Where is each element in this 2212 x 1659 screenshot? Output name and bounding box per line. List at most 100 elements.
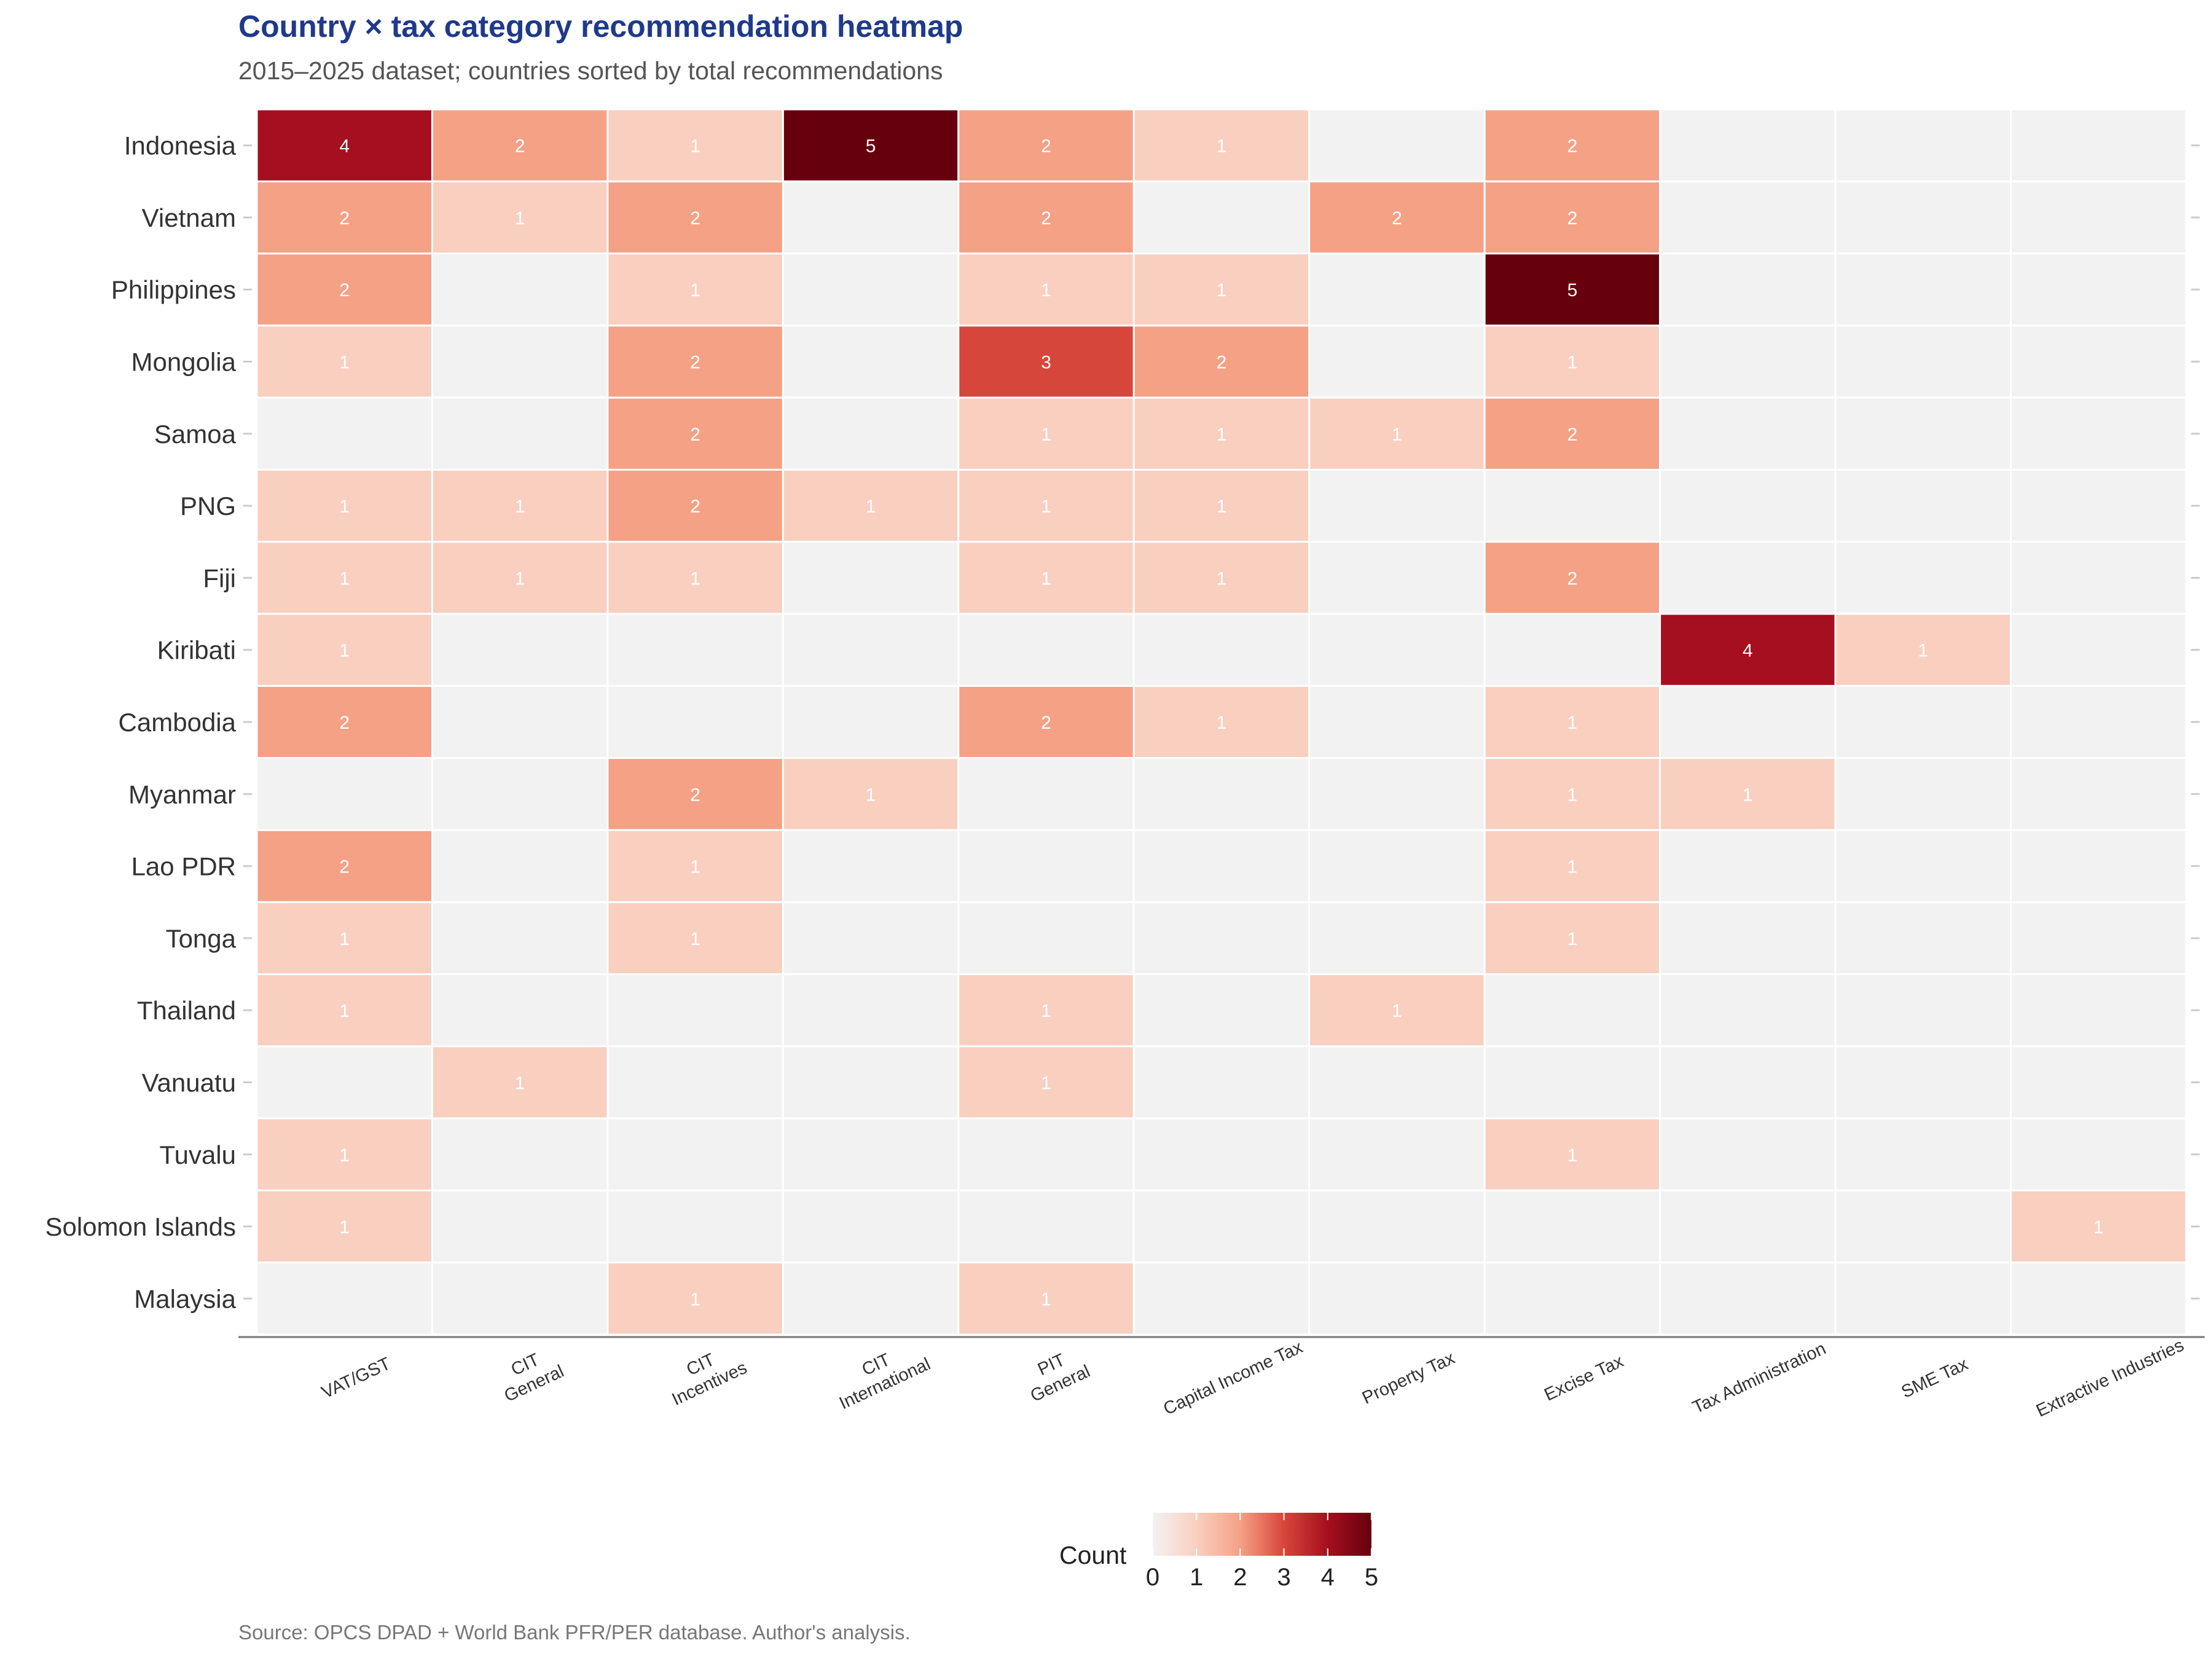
heatmap-cell — [782, 180, 960, 255]
cell-value-label: 1 — [690, 280, 700, 300]
heatmap-cell — [957, 1189, 1135, 1264]
legend-colorbar — [1153, 1513, 1371, 1556]
heatmap-cell — [2010, 829, 2187, 903]
cell-value-label: 1 — [339, 568, 350, 589]
cell-value-label: 1 — [2093, 1217, 2104, 1237]
heatmap-cell — [1659, 613, 1837, 687]
heatmap-cell — [1834, 396, 2012, 471]
heatmap-cell — [1308, 613, 1486, 687]
heatmap-cell — [431, 901, 609, 976]
heatmap-cell — [957, 613, 1135, 687]
heatmap-cell — [1834, 468, 2012, 543]
heatmap-cell — [782, 324, 960, 399]
heatmap-cell — [431, 180, 609, 255]
cell-value-label: 1 — [1743, 785, 1753, 805]
row-label: Samoa — [154, 420, 237, 449]
heatmap-cell — [1132, 613, 1311, 687]
legend-tick-label: 2 — [1233, 1564, 1247, 1591]
heatmap-cell — [2010, 253, 2187, 327]
heatmap-cell — [1308, 180, 1486, 255]
cell-value-label: 1 — [1217, 425, 1227, 445]
heatmap-cell — [256, 901, 433, 976]
column-label: Excise Tax — [1541, 1351, 1626, 1405]
heatmap-cell — [256, 468, 433, 543]
cell-value-label: 1 — [515, 208, 525, 229]
heatmap-cell — [957, 684, 1135, 759]
heatmap-cell — [431, 396, 609, 471]
cell-value-label: 1 — [1567, 713, 1578, 733]
cell-value-label: 2 — [690, 353, 700, 373]
row-label: Solomon Islands — [45, 1212, 236, 1241]
heatmap-cell — [1483, 180, 1661, 255]
color-legend: 0 1 2 3 4 5 — [1146, 1513, 1378, 1591]
heatmap-cell — [256, 757, 433, 831]
heatmap-cell — [256, 541, 433, 615]
cell-value-label: 2 — [1567, 136, 1578, 157]
cell-value-label: 2 — [1217, 353, 1227, 373]
cell-value-label: 2 — [1041, 713, 1051, 733]
heatmap-cell — [1308, 324, 1486, 399]
heatmap-cell — [1659, 757, 1837, 831]
heatmap-cell — [1659, 324, 1837, 399]
cell-value-label: 2 — [339, 208, 350, 229]
heatmap-cell — [1132, 108, 1311, 182]
heatmap-cell — [606, 1189, 784, 1264]
heatmap-cell — [1659, 1261, 1837, 1336]
row-label: Kiribati — [157, 636, 236, 665]
row-label: Lao PDR — [131, 852, 236, 881]
heatmap-cell — [1834, 1189, 2012, 1264]
cell-value-label: 1 — [339, 353, 350, 373]
heatmap-cell — [1659, 829, 1837, 903]
heatmap-cell — [1308, 757, 1486, 831]
legend-tick-label: 3 — [1277, 1564, 1290, 1591]
heatmap-cell — [1834, 829, 2012, 903]
heatmap-cell — [2010, 973, 2187, 1048]
heatmap-cell — [606, 684, 784, 759]
chart-source: Source: OPCS DPAD + World Bank PFR/PER d… — [238, 1621, 911, 1644]
cell-value-label: 2 — [690, 785, 700, 805]
cell-value-label: 1 — [1567, 1145, 1578, 1166]
heatmap-cell — [1834, 541, 2012, 615]
heatmap-cell — [1834, 1117, 2012, 1191]
row-label: Vietnam — [142, 203, 236, 232]
cell-value-label: 1 — [690, 857, 700, 877]
column-label: VAT/GST — [319, 1354, 394, 1403]
heatmap-cell — [606, 253, 784, 327]
heatmap-cell — [957, 1045, 1135, 1120]
heatmap-cell — [1659, 1045, 1837, 1120]
heatmap-cell — [2010, 180, 2187, 255]
cell-value-label: 1 — [339, 496, 350, 517]
heatmap-cell — [431, 1045, 609, 1120]
heatmap-cell — [782, 973, 960, 1048]
heatmap-cell — [782, 613, 960, 687]
heatmap-cell — [1659, 684, 1837, 759]
heatmap-cell — [1659, 468, 1837, 543]
legend-tick-label: 1 — [1190, 1564, 1203, 1591]
heatmap-cell — [1834, 253, 2012, 327]
heatmap-cell — [256, 396, 433, 471]
heatmap-cell — [1483, 613, 1661, 687]
cell-value-label: 1 — [1041, 1073, 1051, 1093]
heatmap-cell — [1659, 108, 1837, 182]
cell-value-label: 2 — [1567, 425, 1578, 445]
cell-value-label: 1 — [1217, 136, 1227, 157]
row-label: Tuvalu — [159, 1140, 236, 1169]
heatmap-cell — [431, 684, 609, 759]
heatmap-cell — [957, 324, 1135, 399]
heatmap-cell — [431, 1189, 609, 1264]
heatmap-cell — [1834, 757, 2012, 831]
heatmap-cell — [782, 396, 960, 471]
heatmap-cell — [1483, 1261, 1661, 1336]
heatmap-cell — [1659, 1189, 1837, 1264]
heatmap-cell — [2010, 396, 2187, 471]
heatmap-cell — [1132, 901, 1311, 976]
heatmap-cell — [1659, 901, 1837, 976]
heatmap-cell — [1132, 684, 1311, 759]
heatmap-cell — [1308, 1045, 1486, 1120]
legend-tick-label: 4 — [1321, 1564, 1335, 1591]
cell-value-label: 4 — [1743, 641, 1753, 661]
cell-value-label: 2 — [1567, 568, 1578, 589]
heatmap-cell — [1659, 1117, 1837, 1191]
heatmap-cell — [606, 829, 784, 903]
